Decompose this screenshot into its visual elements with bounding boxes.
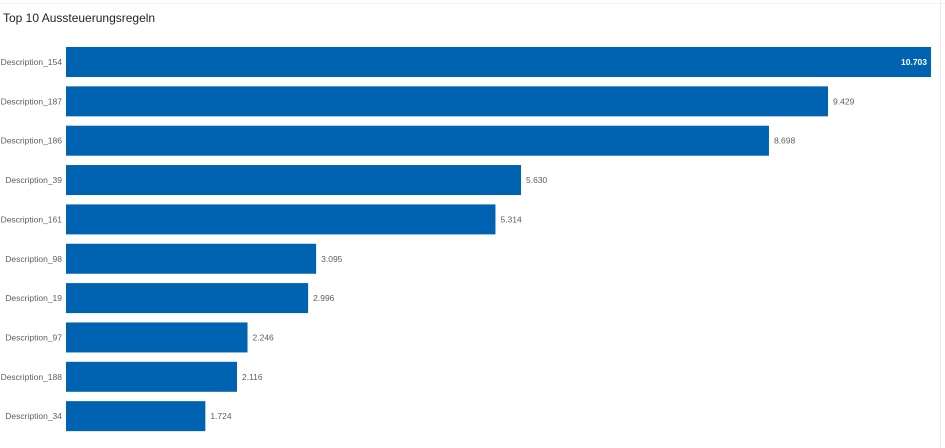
bar[interactable]	[66, 47, 931, 77]
value-label: 9.429	[833, 96, 855, 106]
visual-right-border	[940, 0, 941, 448]
category-label: Description_186	[1, 136, 63, 146]
category-label: Description_97	[5, 332, 62, 342]
bar-group[interactable]: Description_97 2.246	[5, 322, 275, 353]
bar-group[interactable]: Description_161 5.314	[1, 204, 522, 235]
category-label: Description_39	[5, 175, 62, 185]
category-label: Description_34	[5, 411, 62, 421]
value-label: 3.095	[321, 254, 343, 264]
value-label: 2.996	[313, 293, 335, 303]
chart-title: Top 10 Aussteuerungsregeln	[3, 11, 156, 25]
category-label: Description_98	[5, 254, 62, 264]
value-label: 8.698	[774, 136, 796, 146]
bar[interactable]	[66, 204, 496, 235]
bar[interactable]	[66, 86, 829, 117]
bar[interactable]	[66, 401, 206, 432]
visual-top-border	[0, 3, 945, 4]
value-label: 5.314	[500, 214, 522, 224]
bar[interactable]	[66, 125, 769, 156]
category-label: Description_161	[1, 214, 63, 224]
bar-group[interactable]: Description_98 3.095	[5, 243, 343, 274]
value-label: 2.246	[253, 332, 275, 342]
bar-group[interactable]: Description_187 9.429	[1, 86, 855, 117]
category-label: Description_188	[1, 372, 63, 382]
bar[interactable]	[66, 243, 317, 274]
bar-group[interactable]: Description_186 8.698	[1, 125, 796, 156]
category-label: Description_19	[5, 293, 62, 303]
category-label: Description_154	[1, 57, 63, 67]
value-label: 5.630	[526, 175, 548, 185]
bar-group[interactable]: Description_34 1.724	[5, 401, 232, 432]
category-label: Description_187	[1, 96, 63, 106]
bar-group[interactable]: Description_39 5.630	[5, 165, 548, 196]
bar-group[interactable]: Description_154 10.703	[1, 47, 931, 77]
bar-group[interactable]: Description_19 2.996	[5, 283, 335, 314]
bar[interactable]	[66, 165, 522, 196]
bar[interactable]	[66, 283, 309, 314]
value-label: 10.703	[901, 57, 927, 67]
bar[interactable]	[66, 322, 248, 353]
bar-group[interactable]: Description_188 2.116	[1, 361, 263, 392]
value-label: 1.724	[210, 411, 232, 421]
bar[interactable]	[66, 361, 238, 392]
value-label: 2.116	[242, 372, 263, 382]
